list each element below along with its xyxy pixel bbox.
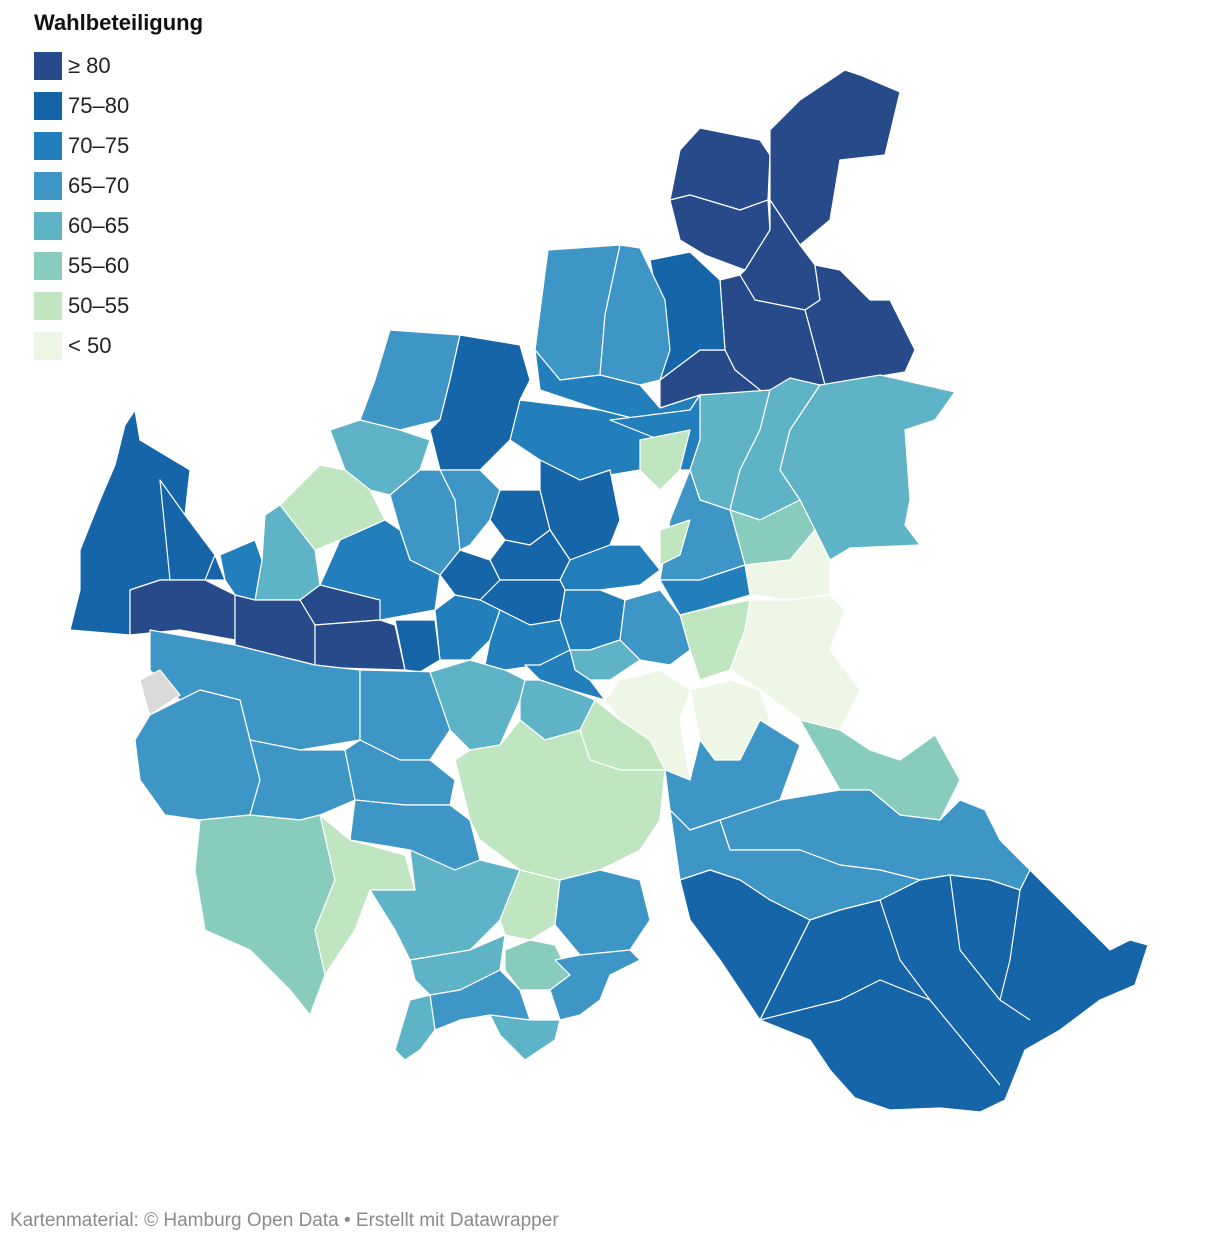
legend-item: 70–75 xyxy=(34,126,129,166)
district-region[interactable] xyxy=(639,429,691,491)
district-region[interactable] xyxy=(744,529,831,601)
legend-swatch xyxy=(34,172,62,200)
legend: ≥ 80 75–80 70–75 65–70 60–65 55–60 50–55… xyxy=(34,46,129,366)
legend-swatch xyxy=(34,212,62,240)
district-region[interactable] xyxy=(549,949,641,1021)
district-region[interactable] xyxy=(314,814,416,976)
legend-label: 60–65 xyxy=(68,213,130,238)
legend-item: 65–70 xyxy=(34,166,129,206)
legend-swatch xyxy=(34,292,62,320)
district-border-line xyxy=(949,874,1031,1021)
legend-swatch xyxy=(34,252,62,280)
district-border-line xyxy=(999,889,1021,1001)
district-region[interactable] xyxy=(129,579,236,641)
district-region[interactable] xyxy=(489,1014,561,1061)
district-region[interactable] xyxy=(394,619,441,673)
legend-item: 75–80 xyxy=(34,86,129,126)
district-region[interactable] xyxy=(314,619,406,671)
district-region[interactable] xyxy=(249,739,356,821)
legend-label: 55–60 xyxy=(68,253,130,278)
footer-credit: Kartenmaterial: © Hamburg Open Data • Er… xyxy=(10,1210,559,1231)
district-region[interactable] xyxy=(554,869,651,956)
choropleth-map xyxy=(69,69,1149,1113)
legend-label: 65–70 xyxy=(68,173,130,198)
district-region[interactable] xyxy=(729,594,861,731)
legend-item: < 50 xyxy=(34,326,129,366)
legend-swatch xyxy=(34,332,62,360)
district-region[interactable] xyxy=(439,469,501,551)
legend-label: 50–55 xyxy=(68,293,130,318)
legend-swatch xyxy=(34,52,62,80)
district-region[interactable] xyxy=(804,264,916,386)
legend-title: Wahlbeteiligung xyxy=(34,10,204,35)
district-border-line xyxy=(759,979,1001,1086)
district-region[interactable] xyxy=(659,519,691,566)
district-region[interactable] xyxy=(779,374,956,561)
legend-swatch xyxy=(34,92,62,120)
legend-item: 50–55 xyxy=(34,286,129,326)
legend-label: ≥ 80 xyxy=(68,53,111,78)
legend-swatch xyxy=(34,132,62,160)
legend-item: 60–65 xyxy=(34,206,129,246)
district-border-line xyxy=(879,899,931,1001)
legend-item: 55–60 xyxy=(34,246,129,286)
district-region[interactable] xyxy=(139,669,181,716)
district-region[interactable] xyxy=(194,814,336,1016)
district-region[interactable] xyxy=(394,994,436,1061)
legend-label: 70–75 xyxy=(68,133,130,158)
legend-label: 75–80 xyxy=(68,93,130,118)
district-region[interactable] xyxy=(599,244,671,386)
district-region[interactable] xyxy=(279,464,386,551)
legend-item: ≥ 80 xyxy=(34,46,129,86)
district-region[interactable] xyxy=(769,69,901,246)
legend-label: < 50 xyxy=(68,333,112,358)
